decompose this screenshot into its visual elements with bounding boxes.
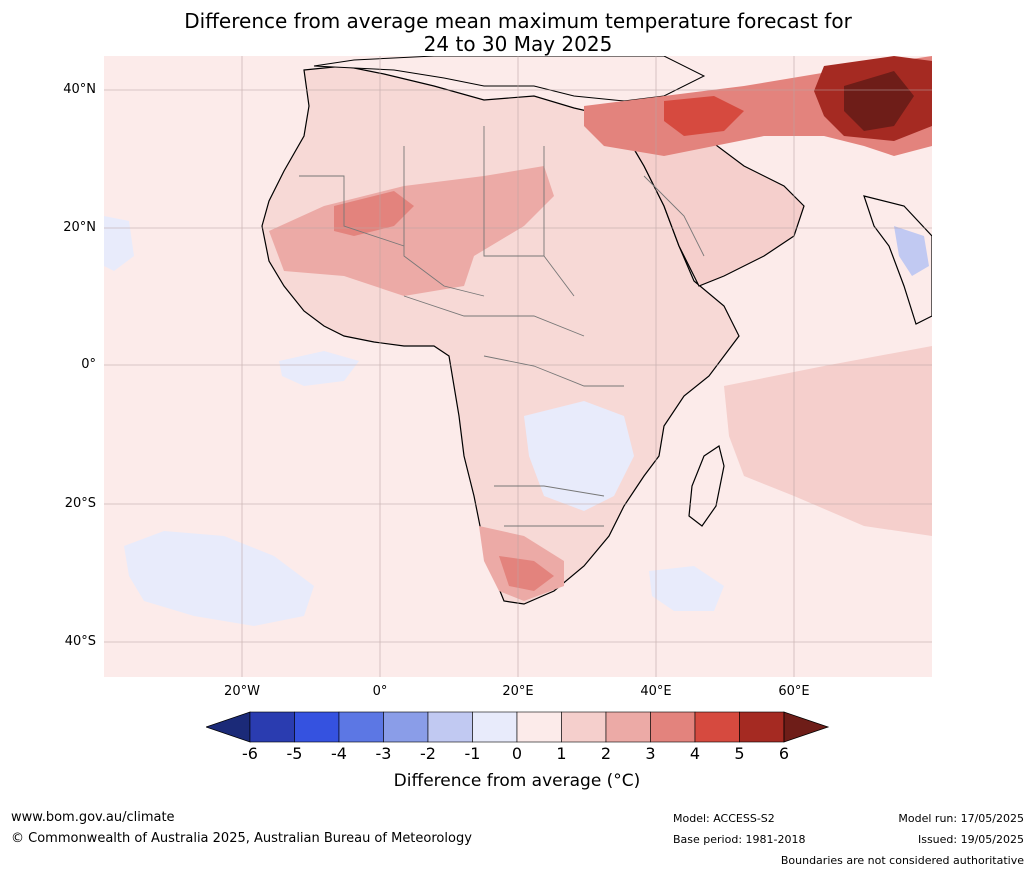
- lat-label-0: 0°: [81, 357, 96, 372]
- sahara-warm-zone: [269, 166, 554, 296]
- lon-label-20w: 20°W: [224, 684, 260, 699]
- footer-issued: Issued: 19/05/2025: [917, 833, 1024, 846]
- colorbar-tick-label: 4: [689, 744, 701, 763]
- colorbar-cell: [427, 711, 473, 743]
- colorbar-tick-label: 5: [734, 744, 745, 763]
- west-atlantic-cool: [104, 216, 134, 271]
- sahel-warm-core: [334, 191, 414, 236]
- southern-africa-warm-core: [499, 556, 554, 591]
- colorbar-tick-label: -4: [331, 744, 347, 763]
- country-boundaries: [299, 126, 705, 527]
- graticule: [104, 56, 932, 677]
- colorbar-label: Difference from average (°C): [393, 771, 641, 791]
- lon-label-60e: 60°E: [778, 684, 810, 699]
- south-indian-cool: [649, 566, 724, 611]
- forecast-map: [104, 56, 932, 677]
- madagascar-landmass: [688, 445, 725, 527]
- colorbar-cell: [605, 711, 651, 743]
- footer-copyright: © Commonwealth of Australia 2025, Austra…: [11, 831, 472, 846]
- colorbar-cell: [294, 711, 340, 743]
- lat-label-20s: 20°S: [64, 496, 96, 511]
- colorbar-tick-label: -6: [242, 744, 258, 763]
- lon-label-20e: 20°E: [502, 684, 534, 699]
- colorbar-tick-label: 0: [511, 744, 523, 763]
- colorbar-tick-label: 2: [600, 744, 612, 763]
- footer-url: www.bom.gov.au/climate: [11, 810, 175, 825]
- colorbar-cell: [694, 711, 740, 743]
- chart-title: Difference from average mean maximum tem…: [104, 10, 932, 56]
- colorbar-cell: [739, 711, 785, 743]
- colorbar-cell: [383, 711, 429, 743]
- colorbar-tick-label: -1: [464, 744, 481, 763]
- title-line-1: Difference from average mean maximum tem…: [184, 9, 852, 33]
- colorbar-tick-label: -2: [420, 744, 436, 763]
- south-atlantic-cool: [124, 531, 314, 626]
- colorbar-tick-label: 6: [778, 744, 790, 763]
- lat-label-40n: 40°N: [63, 82, 96, 97]
- colorbar-extend-low: [206, 711, 251, 743]
- footer-model: Model: ACCESS-S2: [673, 812, 775, 825]
- colorbar-extend-high: [783, 711, 830, 743]
- equatorial-atlantic-cool: [279, 351, 359, 386]
- colorbar: [206, 711, 830, 743]
- central-asia-hottest: [844, 71, 914, 131]
- central-africa-cool: [524, 401, 634, 511]
- colorbar-tick-label: 3: [645, 744, 656, 763]
- footer-disclaimer: Boundaries are not considered authoritat…: [780, 854, 1024, 867]
- colorbar-tick-label: 1: [556, 744, 567, 763]
- lat-label-20n: 20°N: [63, 220, 96, 235]
- colorbar-tick-label: -5: [286, 744, 303, 763]
- middle-east-hot-core: [664, 96, 744, 136]
- footer-model-run: Model run: 17/05/2025: [898, 812, 1024, 825]
- india-cool: [894, 226, 929, 276]
- colorbar-cell: [338, 711, 384, 743]
- lat-label-40s: 40°S: [64, 634, 96, 649]
- colorbar-cell: [561, 711, 607, 743]
- lon-label-40e: 40°E: [640, 684, 672, 699]
- colorbar-cell: [472, 711, 518, 743]
- colorbar-cell: [650, 711, 696, 743]
- title-line-2: 24 to 30 May 2025: [423, 32, 613, 56]
- indian-ocean-warm: [724, 346, 932, 536]
- colorbar-cell: [249, 711, 295, 743]
- colorbar-tick-label: -3: [375, 744, 392, 763]
- footer-base-period: Base period: 1981-2018: [673, 833, 806, 846]
- lon-label-0: 0°: [372, 684, 388, 699]
- colorbar-cell: [516, 711, 562, 743]
